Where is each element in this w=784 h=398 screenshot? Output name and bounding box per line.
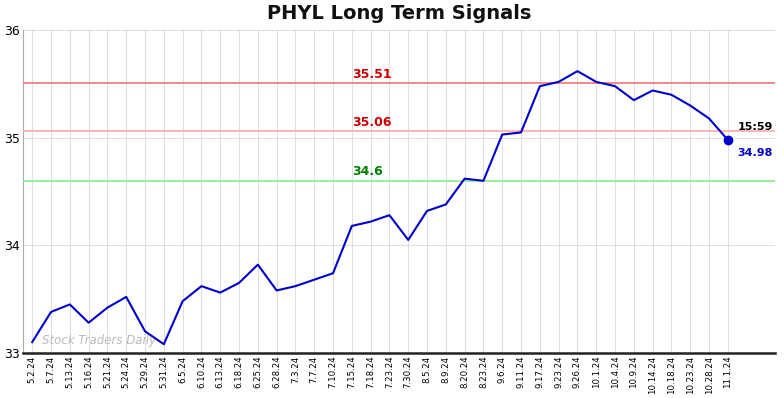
Text: 15:59: 15:59 <box>737 122 772 132</box>
Text: Stock Traders Daily: Stock Traders Daily <box>42 334 155 347</box>
Title: PHYL Long Term Signals: PHYL Long Term Signals <box>267 4 531 23</box>
Text: 35.06: 35.06 <box>352 116 391 129</box>
Text: 35.51: 35.51 <box>352 68 391 80</box>
Text: 34.6: 34.6 <box>352 166 383 178</box>
Text: 34.98: 34.98 <box>737 148 772 158</box>
